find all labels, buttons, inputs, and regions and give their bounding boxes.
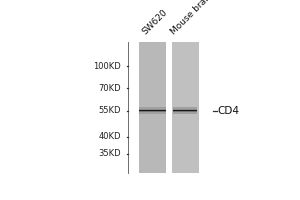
Text: SW620: SW620 — [140, 8, 169, 36]
Bar — [139, 110, 166, 111]
Bar — [139, 112, 166, 113]
Bar — [173, 109, 197, 110]
Text: CD4: CD4 — [218, 106, 240, 116]
Bar — [173, 108, 197, 109]
Bar — [173, 112, 197, 113]
Bar — [173, 111, 197, 112]
Bar — [173, 113, 197, 114]
Bar — [139, 113, 166, 114]
Bar — [173, 107, 197, 108]
Bar — [173, 110, 197, 111]
Bar — [139, 111, 166, 112]
Text: 55KD: 55KD — [99, 106, 121, 115]
Bar — [172, 42, 199, 173]
Text: Mouse brain: Mouse brain — [169, 0, 215, 36]
Bar — [139, 109, 166, 110]
Text: 100KD: 100KD — [94, 62, 121, 71]
Bar — [139, 108, 166, 109]
Text: 40KD: 40KD — [99, 132, 121, 141]
Bar — [139, 42, 166, 173]
Text: 35KD: 35KD — [99, 149, 121, 158]
Text: 70KD: 70KD — [99, 84, 121, 93]
Bar — [139, 107, 166, 108]
